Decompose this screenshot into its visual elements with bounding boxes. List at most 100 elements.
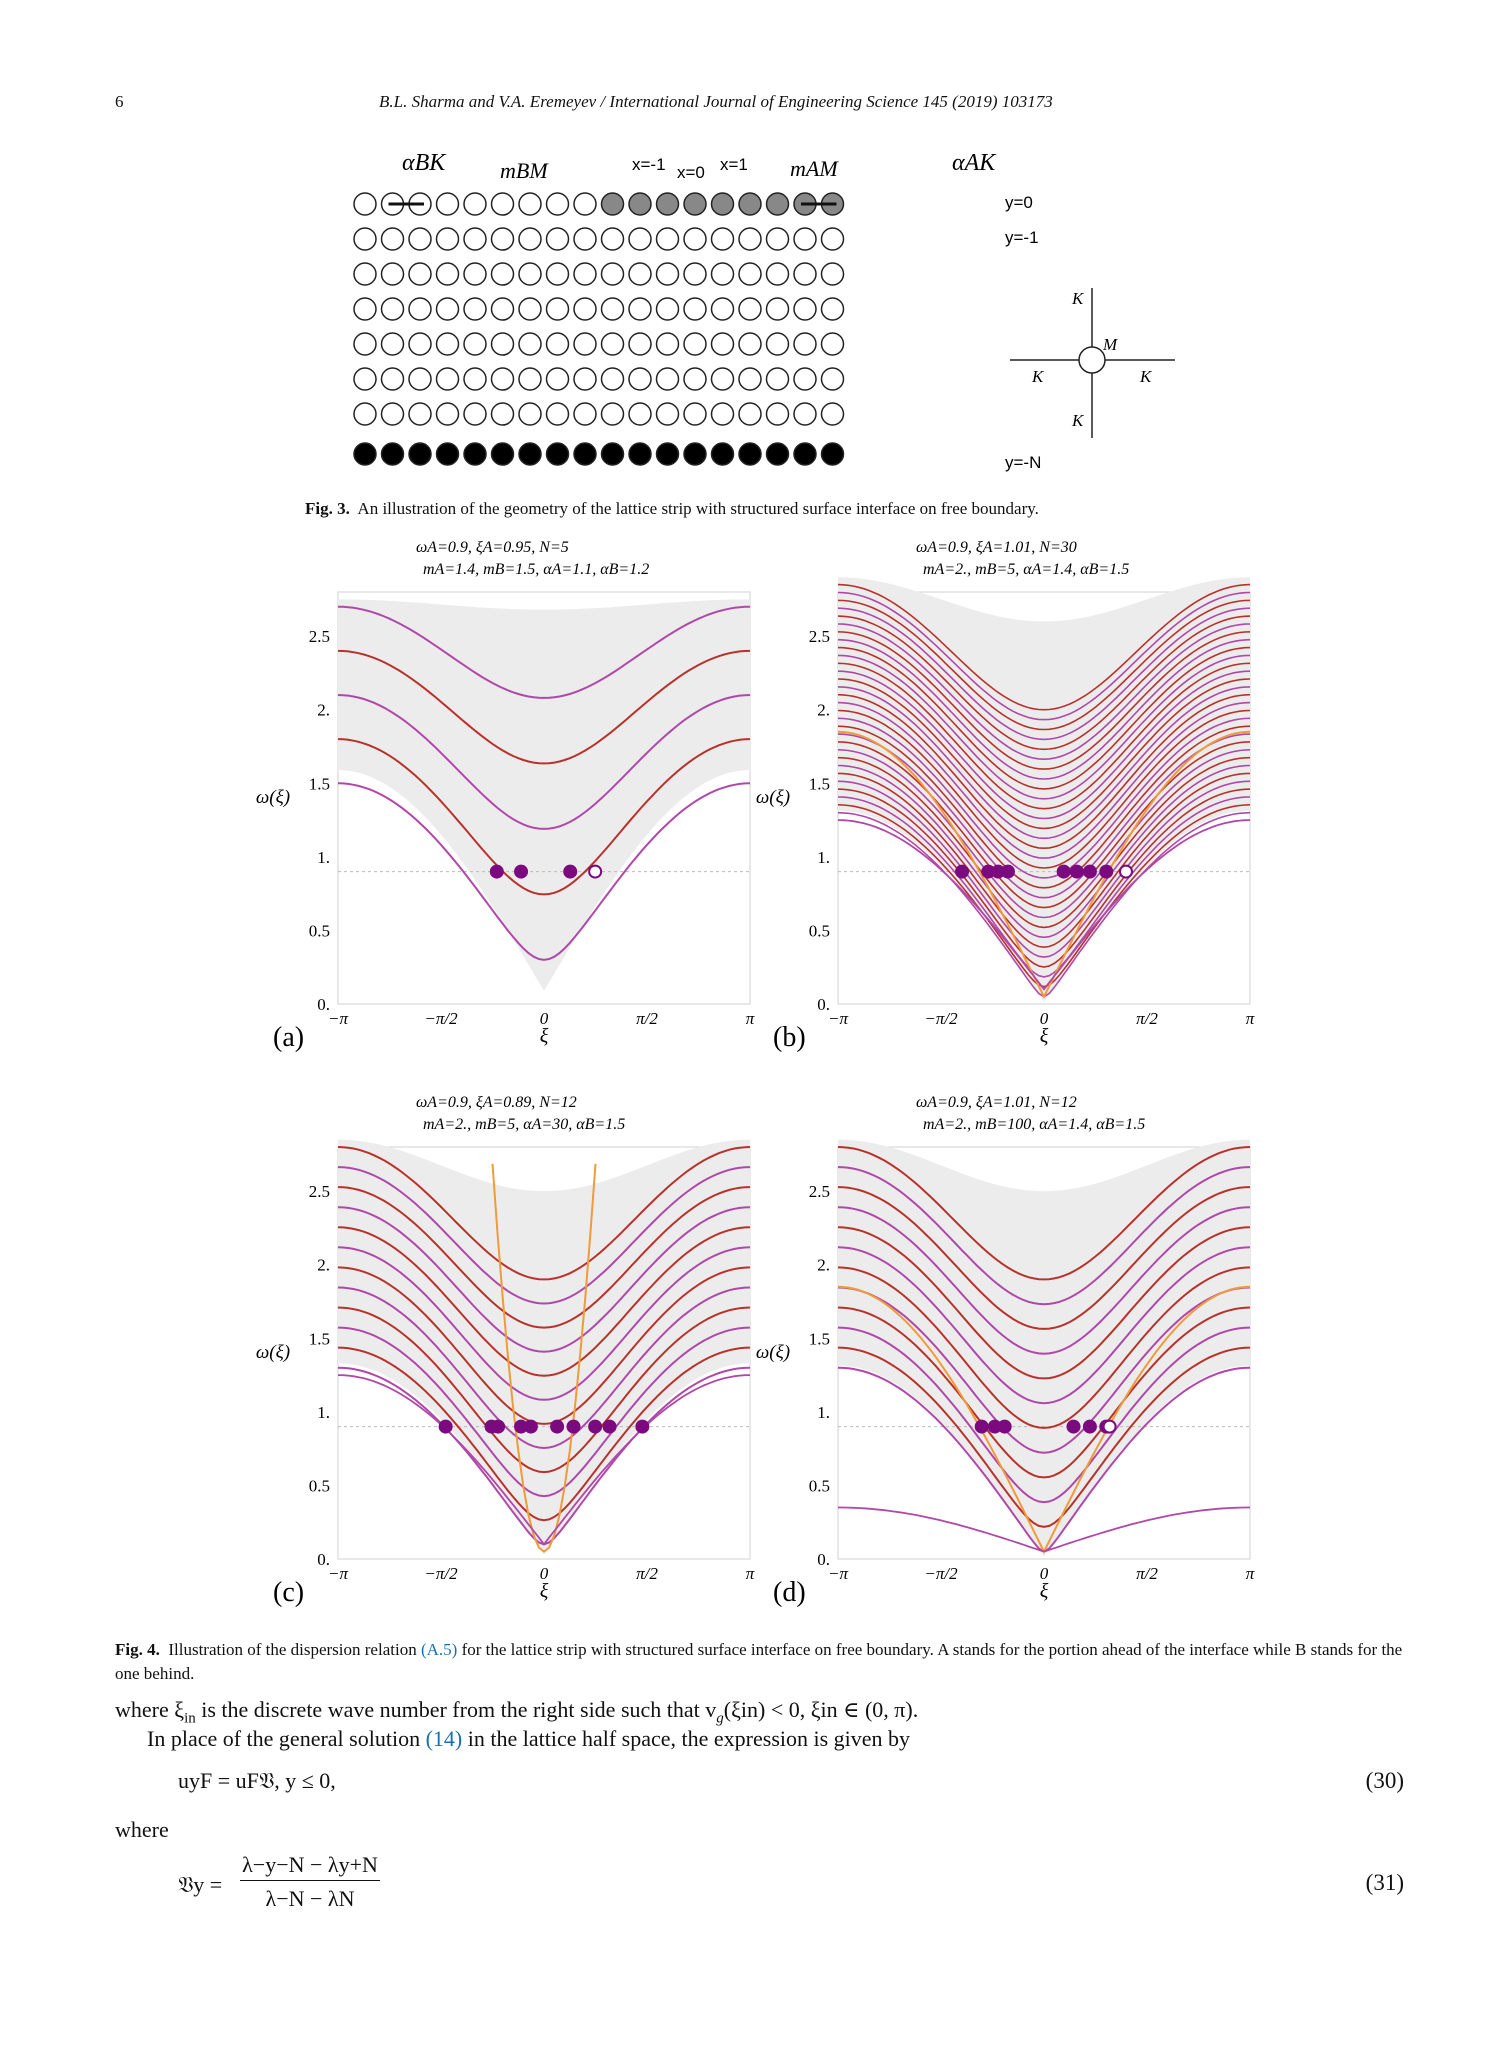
lattice-node	[820, 402, 845, 426]
lattice-node	[820, 227, 845, 251]
x-tick-label: π	[1246, 1009, 1255, 1028]
lattice-node	[435, 297, 460, 321]
fig3-mBM: mBM	[500, 158, 549, 183]
y-tick-label: 1.5	[809, 1329, 830, 1348]
lattice-node	[408, 402, 432, 426]
lattice-node	[765, 227, 790, 251]
root-point	[1082, 864, 1097, 879]
root-point	[438, 1419, 453, 1434]
dispersion-curve	[837, 654, 1251, 800]
panel-title-1: ωA=0.9, ξA=0.89, N=12	[416, 1094, 577, 1111]
y-tick-label: 1.	[817, 1403, 830, 1422]
root-point	[1118, 864, 1133, 879]
lattice-node	[655, 227, 680, 251]
lattice-node	[463, 367, 487, 391]
fixed-node	[518, 442, 542, 466]
dispersion-curve	[837, 1306, 1251, 1479]
lattice-node	[738, 297, 762, 321]
fixed-node	[655, 442, 680, 466]
fig3-x0: x=0	[677, 163, 705, 182]
dispersion-curve	[337, 1286, 751, 1450]
dispersion-curve	[837, 1346, 1251, 1528]
y-tick-label: 1.	[317, 848, 330, 867]
surface-curve	[491, 1163, 597, 1553]
dispersion-curve	[337, 605, 751, 699]
fig4-panels: 0. 0.5 1. 1.5 2. 2.5 −π −π/2 0 π/2 π ξ ω(ξ) ωA=0.9, ξ…	[256, 539, 1255, 1608]
y-tick-label: 1.	[317, 1403, 330, 1422]
lattice-node	[738, 227, 762, 251]
journal-header: B.L. Sharma and V.A. Eremeyev / Internat…	[379, 92, 1053, 111]
lattice-node	[655, 402, 680, 426]
interface-node-A	[738, 192, 762, 216]
surface-curve	[837, 730, 1251, 999]
lattice-node	[545, 332, 570, 356]
lattice-node	[738, 402, 762, 426]
lattice-node	[573, 262, 597, 286]
x-tick-label: 0	[1040, 1564, 1049, 1583]
lattice-node	[463, 297, 487, 321]
interface-node-A	[683, 192, 707, 216]
lattice-node	[573, 192, 597, 216]
lattice-node	[353, 262, 377, 286]
lower-curve	[337, 1374, 751, 1546]
lattice-node	[628, 227, 652, 251]
lattice-node	[545, 192, 570, 216]
pass-band	[338, 1139, 750, 1555]
root-point	[523, 1419, 538, 1434]
fixed-node	[408, 442, 432, 466]
lattice-node	[793, 402, 817, 426]
lattice-node	[463, 262, 487, 286]
x-tick-label: π	[746, 1564, 755, 1583]
inset-k-bottom: K	[1071, 411, 1085, 430]
ref-A5[interactable]: (A.5)	[420, 1640, 458, 1659]
root-point	[514, 864, 529, 879]
lattice-grid	[353, 192, 845, 466]
lattice-node	[380, 332, 405, 356]
root-point	[974, 1419, 989, 1434]
dispersion-curve	[337, 1206, 751, 1353]
equation-30: uyF = uF𝔙, y ≤ 0,	[178, 1768, 336, 1793]
dispersion-curve	[837, 1246, 1251, 1405]
lattice-node	[518, 227, 542, 251]
fixed-node	[710, 442, 735, 466]
dispersion-curve	[837, 1266, 1251, 1429]
dispersion-curve	[837, 607, 1251, 741]
interface-node-A	[655, 192, 680, 216]
root-point	[563, 864, 578, 879]
x-tick-label: −π	[828, 1564, 848, 1583]
ref-14[interactable]: (14)	[425, 1726, 463, 1751]
lattice-node	[820, 367, 845, 391]
panel-c: 0. 0.5 1. 1.5 2. 2.5 −π −π/2 0 π/2 π ξ ω(ξ) ωA=0.9, ξ…	[256, 1094, 755, 1608]
dispersion-curve	[837, 772, 1251, 949]
dispersion-curve	[837, 804, 1251, 988]
lattice-node	[655, 332, 680, 356]
lattice-node	[573, 227, 597, 251]
pass-band	[838, 1139, 1250, 1557]
dispersion-curve	[837, 678, 1251, 830]
dispersion-curve	[837, 686, 1251, 840]
lattice-node	[710, 402, 735, 426]
fig3-alphaBK: αBK	[402, 150, 447, 176]
lattice-node	[490, 367, 515, 391]
equation-31-denominator: λ−N − λN	[265, 1886, 355, 1911]
dispersion-curve	[337, 738, 751, 896]
lattice-node	[600, 332, 625, 356]
lattice-node	[353, 332, 377, 356]
lattice-node	[435, 402, 460, 426]
y-tick-label: 1.	[817, 848, 830, 867]
fixed-node	[573, 442, 597, 466]
lattice-node	[655, 367, 680, 391]
dispersion-curve	[837, 1226, 1251, 1380]
x-axis-label: ξ	[1040, 1025, 1049, 1047]
x-tick-label: π/2	[636, 1009, 658, 1028]
x-tick-label: π/2	[636, 1564, 658, 1583]
lattice-node	[765, 332, 790, 356]
lattice-node	[765, 367, 790, 391]
lattice-node	[655, 297, 680, 321]
fig3-caption: Fig. 3. An illustration of the geometry …	[305, 499, 1039, 518]
lattice-node	[380, 227, 405, 251]
fixed-node	[628, 442, 652, 466]
equation-31-number: (31)	[1365, 1870, 1404, 1895]
root-point	[1102, 1419, 1117, 1434]
lattice-node	[408, 367, 432, 391]
